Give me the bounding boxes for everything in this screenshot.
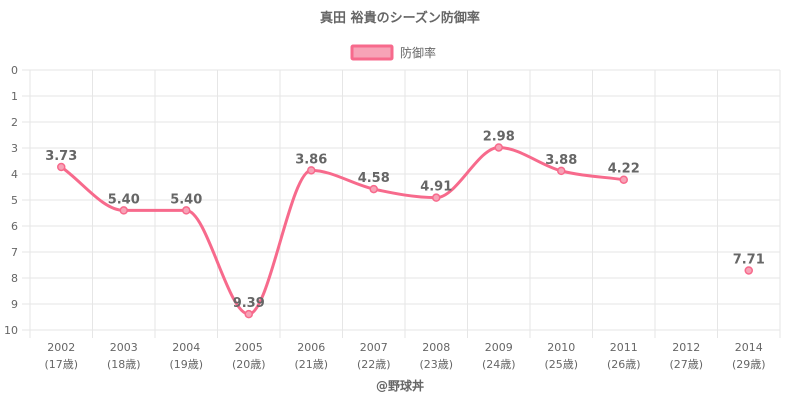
data-points	[57, 143, 753, 319]
x-tick-label: 2008	[422, 341, 450, 354]
x-tick-label: 2010	[547, 341, 575, 354]
x-tick-age-label: (17歳)	[44, 358, 78, 371]
x-tick-age-label: (25歳)	[544, 358, 578, 371]
x-tick-age-label: (22歳)	[357, 358, 391, 371]
x-tick-age-label: (18歳)	[107, 358, 141, 371]
y-tick-label: 5	[11, 194, 18, 207]
x-axis: 2002 (17歳) 2003 (18歳) 2004 (19歳) 2005 (20歳) 2006…	[44, 341, 765, 371]
x-tick-label: 2004	[172, 341, 200, 354]
x-tick-age-label: (26歳)	[607, 358, 641, 371]
data-point[interactable]	[494, 143, 503, 152]
x-tick-age-label: (21歳)	[294, 358, 328, 371]
data-label: 3.86	[295, 152, 327, 167]
x-tick-age-label: (19歳)	[169, 358, 203, 371]
x-tick-label: 2007	[360, 341, 388, 354]
y-tick-label: 0	[11, 64, 18, 77]
data-label: 9.39	[233, 296, 265, 311]
y-tick-label: 3	[11, 142, 18, 155]
x-tick-age-label: (23歳)	[419, 358, 453, 371]
legend-swatch	[350, 44, 394, 61]
x-tick-label: 2005	[235, 341, 263, 354]
data-label: 3.73	[45, 149, 77, 164]
x-tick-age-label: (20歳)	[232, 358, 266, 371]
x-tick-label: 2012	[672, 341, 700, 354]
data-label: 5.40	[108, 192, 140, 207]
y-tick-label: 1	[11, 90, 18, 103]
data-label: 5.40	[170, 192, 202, 207]
data-label: 2.98	[483, 129, 515, 144]
data-label: 7.71	[733, 252, 765, 267]
y-axis: 0 1 2 3 4 5 6 7 8 9 10	[4, 64, 18, 337]
data-labels: 3.73 5.40 5.40 9.39 3.86 4.58 4.91 2.98 3.88 4.22…	[45, 129, 765, 311]
data-label: 4.22	[608, 162, 640, 177]
credit-text: @野球丼	[376, 378, 424, 393]
data-point[interactable]	[744, 266, 753, 275]
data-point[interactable]	[432, 193, 441, 202]
y-tick-label: 6	[11, 220, 18, 233]
x-tick-label: 2011	[610, 341, 638, 354]
x-tick-label: 2014	[735, 341, 763, 354]
x-tick-age-label: (29歳)	[732, 358, 766, 371]
data-point[interactable]	[307, 166, 316, 175]
legend[interactable]: 防御率	[350, 44, 436, 61]
legend-label: 防御率	[400, 45, 436, 60]
data-label: 4.91	[420, 180, 452, 195]
x-tick-age-label: (27歳)	[669, 358, 703, 371]
data-label: 3.88	[545, 153, 577, 168]
data-point[interactable]	[619, 175, 628, 184]
y-tick-label: 8	[11, 272, 18, 285]
grid	[22, 69, 781, 338]
x-tick-label: 2003	[110, 341, 138, 354]
y-tick-label: 10	[4, 324, 18, 337]
data-point[interactable]	[182, 206, 191, 215]
data-point[interactable]	[369, 184, 378, 194]
y-tick-label: 4	[11, 168, 18, 181]
x-tick-age-label: (24歳)	[482, 358, 516, 371]
y-tick-label: 9	[11, 298, 18, 311]
data-point[interactable]	[119, 206, 128, 215]
data-point[interactable]	[244, 309, 253, 319]
x-tick-label: 2009	[485, 341, 513, 354]
x-tick-label: 2006	[297, 341, 325, 354]
y-tick-label: 2	[11, 116, 18, 129]
data-label: 4.58	[358, 171, 390, 186]
chart-title: 真田 裕貴のシーズン防御率	[320, 10, 480, 26]
x-tick-label: 2002	[47, 341, 75, 354]
y-tick-label: 7	[11, 246, 18, 259]
data-point[interactable]	[57, 162, 66, 172]
data-point[interactable]	[557, 166, 566, 176]
